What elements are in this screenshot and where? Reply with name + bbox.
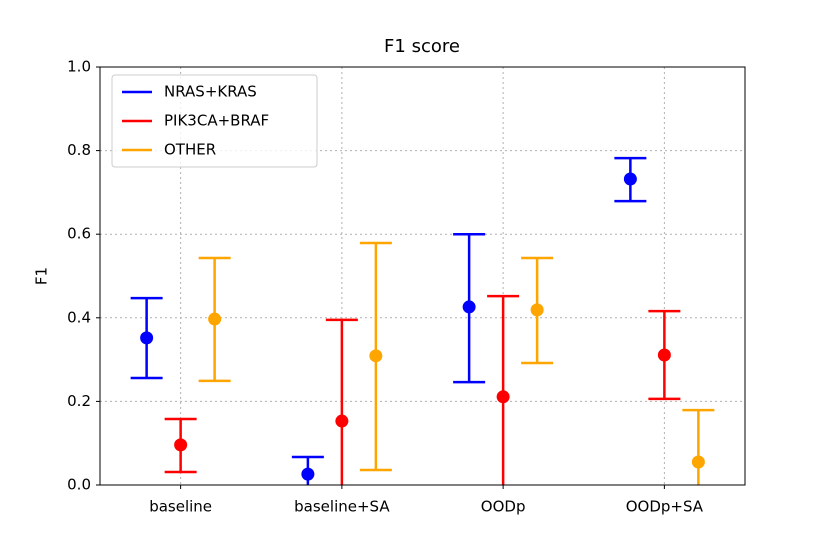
point — [335, 414, 349, 428]
point — [208, 312, 222, 326]
point — [301, 467, 315, 481]
point — [369, 349, 383, 363]
x-tick-label: baseline — [149, 498, 212, 516]
y-tick-label: 1.0 — [67, 58, 91, 76]
y-axis-label: F1 — [33, 267, 51, 285]
point — [140, 331, 154, 345]
point — [691, 455, 705, 469]
legend-box — [111, 74, 318, 168]
chart-title: F1 score — [384, 36, 460, 57]
y-tick-label: 0.6 — [67, 225, 91, 243]
point — [174, 438, 188, 452]
plot-frame — [99, 66, 746, 486]
legend: NRAS+KRAS PIK3CA+BRAF OTHER — [111, 74, 318, 168]
point — [530, 303, 544, 317]
legend-label: PIK3CA+BRAF — [164, 112, 269, 130]
plot-area — [130, 156, 715, 485]
y-tick-label: 0.0 — [67, 476, 91, 494]
point — [657, 348, 671, 362]
legend-label: OTHER — [164, 141, 216, 159]
y-tick-label: 0.4 — [67, 308, 91, 326]
x-tick-label: OODp+SA — [626, 498, 704, 516]
point — [623, 172, 637, 186]
x-tick-label: baseline+SA — [294, 498, 390, 516]
x-tick-label: OODp — [481, 498, 526, 516]
y-tick-label: 0.8 — [67, 141, 91, 159]
y-tick-label: 0.2 — [67, 392, 91, 410]
point — [462, 300, 476, 314]
point — [496, 390, 510, 404]
legend-label: NRAS+KRAS — [164, 83, 257, 101]
